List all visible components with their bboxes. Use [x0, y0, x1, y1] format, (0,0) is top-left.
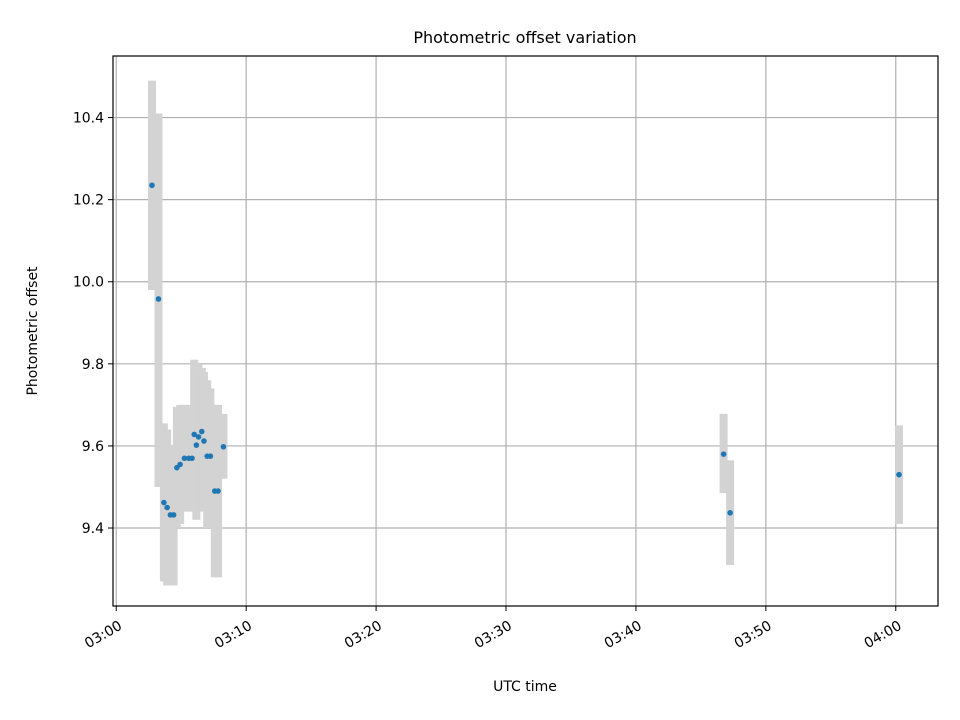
y-tick-label: 9.6	[82, 439, 104, 455]
data-point	[727, 510, 733, 516]
x-tick-label: 03:50	[732, 618, 775, 652]
data-point	[198, 428, 205, 435]
y-tick-label: 10.4	[73, 111, 104, 127]
data-point	[207, 453, 214, 459]
y-axis-label: Photometric offset	[25, 266, 41, 396]
data-point	[720, 451, 727, 457]
data-point	[193, 442, 200, 448]
data-point	[896, 471, 902, 478]
data-point	[189, 455, 195, 462]
data-point	[215, 488, 221, 494]
x-tick-label: 03:00	[82, 618, 125, 652]
data-point	[195, 434, 202, 440]
error-bars	[147, 80, 904, 586]
data-points	[149, 182, 902, 518]
y-axis-ticks: 9.4 9.6 9.8 10.0 10.2 10.4	[73, 111, 113, 537]
grid-lines	[113, 56, 938, 606]
x-tick-label: 03:20	[342, 618, 385, 652]
data-point	[155, 296, 162, 302]
chart-title: Photometric offset variation	[413, 28, 636, 47]
data-point	[170, 512, 177, 518]
data-point	[220, 443, 227, 450]
x-tick-label: 03:10	[212, 618, 255, 652]
data-point	[161, 499, 167, 506]
x-tick-label: 04:00	[862, 618, 905, 652]
x-axis-label: UTC time	[493, 679, 557, 695]
x-axis-ticks: 03:00 03:10 03:20 03:30 03:40 03:50 04:00	[82, 606, 905, 652]
data-point	[191, 431, 198, 438]
data-point	[177, 461, 183, 468]
data-point	[201, 438, 207, 444]
plot-frame	[112, 55, 939, 607]
data-point	[164, 504, 170, 511]
data-point	[181, 455, 188, 462]
x-tick-label: 03:30	[472, 618, 515, 652]
y-tick-label: 10.0	[73, 275, 104, 291]
y-tick-label: 9.4	[82, 521, 104, 537]
x-tick-label: 03:40	[602, 618, 645, 652]
y-tick-label: 10.2	[73, 193, 104, 209]
y-tick-label: 9.8	[82, 357, 104, 373]
data-point	[149, 182, 155, 189]
